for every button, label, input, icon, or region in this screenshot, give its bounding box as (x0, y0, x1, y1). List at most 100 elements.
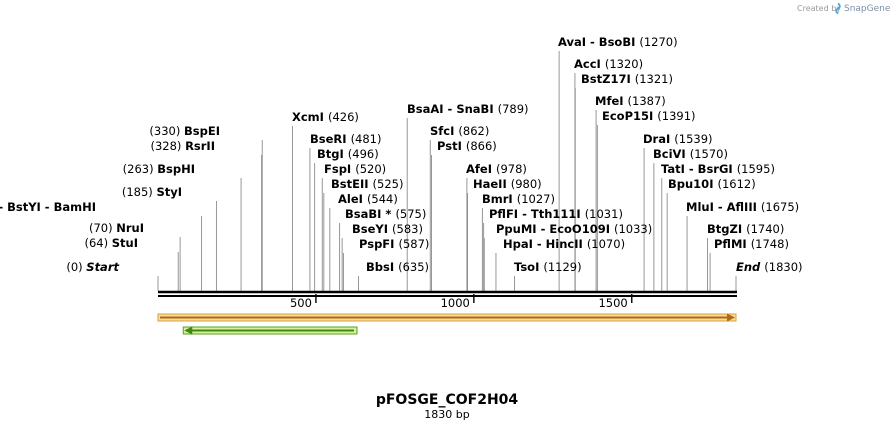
site-enzyme-name: BsaBI * (345, 207, 395, 221)
site-position: (789) (498, 102, 529, 116)
site-label[interactable]: PpuMI - EcoO109I (1033) (496, 222, 652, 236)
site-label[interactable]: End (1830) (736, 260, 803, 274)
site-label[interactable]: BmrI (1027) (482, 192, 555, 206)
site-label[interactable]: PflMI (1748) (714, 237, 789, 251)
site-position: (1740) (746, 222, 784, 236)
site-label[interactable]: XcmI (426) (292, 110, 359, 124)
site-enzyme-name: PpuMI - EcoO109I (496, 222, 614, 236)
site-position: (481) (351, 132, 382, 146)
site-position: (330) (149, 124, 184, 138)
site-enzyme-name: BseYI (352, 222, 392, 236)
site-label[interactable]: SfcI (862) (430, 124, 489, 138)
feature-arrow-icon (727, 313, 735, 322)
site-enzyme-name: MflI * - BstYI - BamHI (0, 200, 96, 214)
site-label[interactable]: FspI (520) (324, 162, 386, 176)
site-position: (1595) (737, 162, 775, 176)
site-enzyme-name: StyI (156, 185, 182, 199)
site-label[interactable]: EcoP15I (1391) (602, 109, 696, 123)
site-enzyme-name: BseRI (310, 132, 351, 146)
site-position: (64) (84, 236, 111, 250)
snapgene-credit: Created by SnapGene (797, 2, 891, 15)
ruler-tick-label: 1000 (441, 296, 470, 310)
site-position: (70) (89, 221, 116, 235)
site-label[interactable]: TsoI (1129) (514, 260, 582, 274)
site-enzyme-name: EcoP15I (602, 109, 657, 123)
site-label[interactable]: (328) RsrII (150, 139, 215, 153)
site-label[interactable]: MfeI (1387) (595, 94, 666, 108)
site-label[interactable]: PspFI (587) (359, 237, 429, 251)
site-position: (1830) (764, 260, 802, 274)
site-label[interactable]: (64) StuI (84, 236, 138, 250)
site-label[interactable]: AleI (544) (338, 192, 398, 206)
site-position: (980) (511, 177, 542, 191)
site-label[interactable]: (138) MflI * - BstYI - BamHI (0, 200, 96, 214)
site-enzyme-name: BspEI (184, 124, 220, 138)
credit-text: Created by (797, 4, 841, 13)
site-label[interactable]: BseYI (583) (352, 222, 423, 236)
site-enzyme-name: NruI (116, 221, 144, 235)
site-label[interactable]: BtgZI (1740) (707, 222, 784, 236)
site-enzyme-name: BspHI (157, 162, 195, 176)
site-enzyme-name: FspI (324, 162, 355, 176)
site-label[interactable]: (0) Start (66, 260, 119, 274)
site-label[interactable]: HpaI - HincII (1070) (503, 237, 625, 251)
site-position: (1387) (628, 94, 666, 108)
site-position: (866) (466, 139, 497, 153)
site-position: (1270) (639, 35, 677, 49)
site-enzyme-name: BtgI (317, 147, 348, 161)
site-labels: (0) Start (64) StuI(70) NruI (138) MflI * … (0, 35, 803, 274)
site-enzyme-name: MluI - AflIII (686, 200, 761, 214)
site-label[interactable]: AfeI (978) (466, 162, 527, 176)
map-length: 1830 bp (424, 408, 469, 421)
site-enzyme-name: Start (86, 260, 119, 274)
site-position: (328) (150, 139, 185, 153)
site-enzyme-name: End (736, 260, 764, 274)
site-position: (583) (392, 222, 423, 236)
ruler-ticks: 500 1000 1500 (290, 294, 633, 310)
ruler-tick-label: 1500 (598, 296, 627, 310)
site-label[interactable]: BstZ17I (1321) (581, 72, 673, 86)
site-label[interactable]: Bpu10I (1612) (668, 177, 756, 191)
site-enzyme-name: BsaAI - SnaBI (407, 102, 498, 116)
site-leader-lines (157, 51, 737, 291)
site-enzyme-name: BtgZI (707, 222, 746, 236)
site-enzyme-name: BmrI (482, 192, 517, 206)
site-position: (496) (348, 147, 379, 161)
site-label[interactable]: (330) BspEI (149, 124, 220, 138)
site-label[interactable]: BseRI (481) (310, 132, 382, 146)
site-label[interactable]: BciVI (1570) (653, 147, 728, 161)
site-position: (263) (123, 162, 158, 176)
site-label[interactable]: TatI - BsrGI (1595) (661, 162, 775, 176)
site-position: (635) (398, 260, 429, 274)
site-label[interactable]: DraI (1539) (643, 132, 713, 146)
site-enzyme-name: PflFI - Tth111I (489, 207, 585, 221)
site-position: (1570) (690, 147, 728, 161)
site-label[interactable]: BsaAI - SnaBI (789) (407, 102, 529, 116)
site-label[interactable]: AccI (1320) (574, 57, 643, 71)
site-label[interactable]: HaeII (980) (473, 177, 542, 191)
site-enzyme-name: SfcI (430, 124, 458, 138)
site-label[interactable]: BtgI (496) (317, 147, 379, 161)
site-enzyme-name: BciVI (653, 147, 690, 161)
site-label[interactable]: BbsI (635) (366, 260, 429, 274)
site-enzyme-name: DraI (643, 132, 674, 146)
orf-arrow-icon (184, 326, 193, 335)
ruler-tick-label: 500 (290, 296, 312, 310)
site-label[interactable]: (263) BspHI (123, 162, 195, 176)
site-label[interactable]: PflFI - Tth111I (1031) (489, 207, 623, 221)
site-label[interactable]: AvaI - BsoBI (1270) (558, 35, 678, 49)
site-label[interactable]: (70) NruI (89, 221, 144, 235)
site-label[interactable]: (185) StyI (122, 185, 182, 199)
site-label[interactable]: BsaBI * (575) (345, 207, 426, 221)
features (157, 313, 737, 335)
site-position: (0) (66, 260, 86, 274)
site-enzyme-name: MfeI (595, 94, 628, 108)
site-position: (575) (395, 207, 426, 221)
site-label[interactable]: MluI - AflIII (1675) (686, 200, 799, 214)
site-position: (426) (328, 110, 359, 124)
map-title: pFOSGE_COF2H04 (376, 392, 519, 408)
site-label[interactable]: PstI (866) (437, 139, 497, 153)
site-position: (862) (458, 124, 489, 138)
site-enzyme-name: HaeII (473, 177, 511, 191)
site-label[interactable]: BstEII (525) (331, 177, 403, 191)
